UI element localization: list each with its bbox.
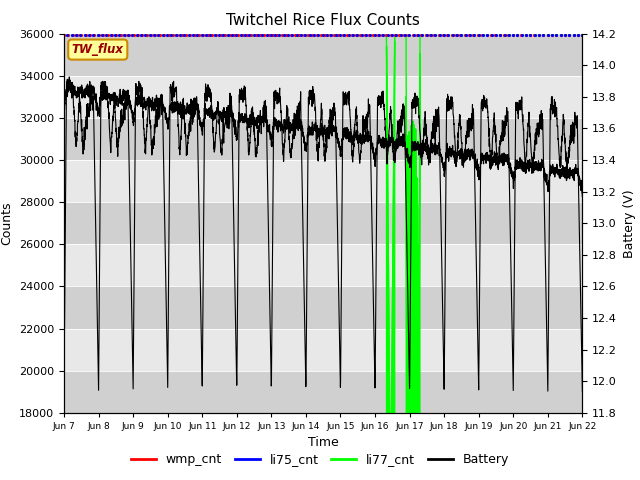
Bar: [64, 287, 582, 328]
Bar: [64, 160, 582, 202]
Bar: [64, 34, 582, 76]
Y-axis label: Counts: Counts: [1, 202, 13, 245]
Bar: [64, 328, 582, 371]
X-axis label: Time: Time: [308, 436, 339, 449]
Bar: [64, 202, 582, 244]
Y-axis label: Battery (V): Battery (V): [623, 189, 636, 257]
Legend: wmp_cnt, li75_cnt, li77_cnt, Battery: wmp_cnt, li75_cnt, li77_cnt, Battery: [126, 448, 514, 471]
Bar: [64, 118, 582, 160]
Title: Twitchel Rice Flux Counts: Twitchel Rice Flux Counts: [227, 13, 420, 28]
Bar: [64, 76, 582, 118]
Bar: [64, 244, 582, 287]
Text: TW_flux: TW_flux: [72, 43, 124, 56]
Bar: [64, 371, 582, 413]
